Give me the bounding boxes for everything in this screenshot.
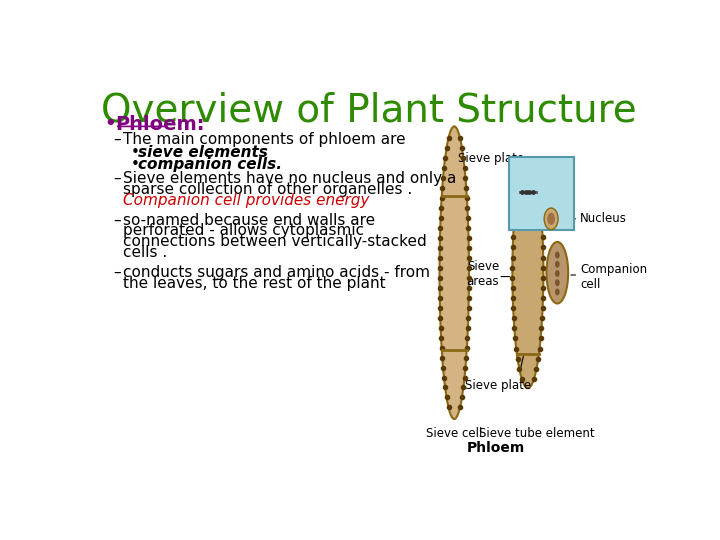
Text: Sieve tube element: Sieve tube element <box>480 427 595 440</box>
Text: –: – <box>113 213 121 228</box>
Text: Nucleus: Nucleus <box>580 212 626 225</box>
Text: •: • <box>130 157 139 172</box>
Text: Sieve plate: Sieve plate <box>465 379 531 392</box>
Text: Sieve
areas: Sieve areas <box>467 260 499 288</box>
FancyBboxPatch shape <box>508 157 575 231</box>
Ellipse shape <box>439 126 469 419</box>
Text: –: – <box>113 265 121 280</box>
Text: Phloem: Phloem <box>467 441 525 455</box>
Text: the leaves, to the rest of the plant: the leaves, to the rest of the plant <box>122 276 385 291</box>
Text: companion cells.: companion cells. <box>138 157 282 172</box>
Text: Companion
cell: Companion cell <box>580 264 648 291</box>
Ellipse shape <box>546 242 568 303</box>
Text: so-named because end walls are: so-named because end walls are <box>122 213 374 228</box>
Ellipse shape <box>555 279 559 286</box>
Text: Overview of Plant Structure: Overview of Plant Structure <box>101 92 637 130</box>
Ellipse shape <box>555 252 559 259</box>
Text: •: • <box>130 145 139 160</box>
Text: cells .: cells . <box>122 245 167 260</box>
Ellipse shape <box>555 288 559 295</box>
Text: –: – <box>113 171 121 186</box>
Text: perforated - allows cytoplasmic: perforated - allows cytoplasmic <box>122 224 364 239</box>
Text: Companion cell provides energy: Companion cell provides energy <box>122 193 369 207</box>
Text: sieve elements: sieve elements <box>138 145 268 160</box>
Text: conducts sugars and amino acids - from: conducts sugars and amino acids - from <box>122 265 430 280</box>
Text: Sieve elements have no nucleus and only a: Sieve elements have no nucleus and only … <box>122 171 456 186</box>
Text: Sieve plate: Sieve plate <box>458 152 523 165</box>
Text: –: – <box>113 132 121 147</box>
Ellipse shape <box>555 261 559 268</box>
Text: connections between vertically-stacked: connections between vertically-stacked <box>122 234 426 249</box>
Text: •: • <box>104 115 116 133</box>
Text: Phloem:: Phloem: <box>114 115 204 134</box>
Ellipse shape <box>555 270 559 277</box>
Ellipse shape <box>547 213 555 225</box>
Ellipse shape <box>544 208 558 230</box>
Text: The main components of phloem are: The main components of phloem are <box>122 132 405 147</box>
Text: sparse collection of other organelles .: sparse collection of other organelles . <box>122 182 412 197</box>
Ellipse shape <box>513 157 544 388</box>
Text: Sieve cell: Sieve cell <box>426 427 482 440</box>
